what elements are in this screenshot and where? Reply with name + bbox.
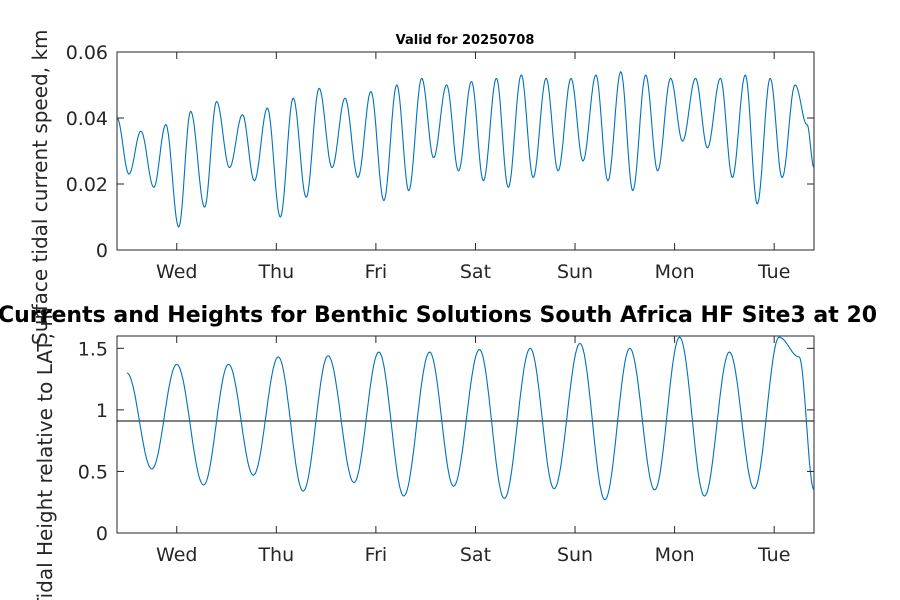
y-tick-label: 0.06 bbox=[66, 42, 108, 64]
x-tick-label: Fri bbox=[365, 544, 388, 566]
x-tick-label: Thu bbox=[257, 544, 294, 566]
y-tick-label: 0.02 bbox=[66, 174, 108, 196]
current-speed-line bbox=[116, 71, 815, 228]
tidal-height-axes bbox=[116, 335, 815, 534]
y-tick-label: 0.04 bbox=[66, 108, 108, 130]
figure-title: Valid for 20250708 bbox=[396, 33, 535, 48]
x-tick-label: Wed bbox=[156, 261, 197, 283]
current-speed-x-ticks: Wed Thu Fri Sat Sun Mon Tue bbox=[156, 52, 790, 283]
y-tick-label: 0.5 bbox=[78, 461, 108, 483]
x-tick-label: Sun bbox=[557, 544, 593, 566]
y-tick-label: 1.5 bbox=[78, 338, 108, 360]
tidal-height-y-label: Tidal Height relative to LAT, m bbox=[33, 307, 57, 600]
x-tick-label: Mon bbox=[655, 544, 695, 566]
current-speed-y-ticks: 0 0.02 0.04 0.06 bbox=[66, 42, 814, 262]
x-tick-label: Mon bbox=[655, 261, 695, 283]
y-tick-label: 0 bbox=[96, 523, 108, 545]
tidal-height-x-ticks: Wed Thu Fri Sat Sun Mon Tue bbox=[156, 336, 790, 566]
current-speed-y-label: Surface tidal current speed, km bbox=[28, 29, 52, 345]
x-tick-label: Sun bbox=[557, 261, 593, 283]
x-tick-label: Sat bbox=[460, 261, 491, 283]
tidal-height-y-ticks: 0 0.5 1 1.5 bbox=[78, 338, 814, 545]
x-tick-label: Tue bbox=[757, 261, 790, 283]
overlay-title: Currents and Heights for Benthic Solutio… bbox=[0, 303, 877, 328]
x-tick-label: Tue bbox=[757, 544, 790, 566]
x-tick-label: Fri bbox=[365, 261, 388, 283]
y-tick-label: 1 bbox=[96, 400, 108, 422]
x-tick-label: Sat bbox=[460, 544, 491, 566]
current-speed-axes bbox=[116, 51, 815, 251]
x-tick-label: Wed bbox=[156, 544, 197, 566]
y-tick-label: 0 bbox=[96, 240, 108, 262]
tidal-height-panel: 0 0.5 1 1.5 Wed Thu Fri Sat Sun Mon Tue Tidal Hei… bbox=[33, 307, 815, 600]
current-speed-panel: 0 0.02 0.04 0.06 Wed Thu Fri Sat Sun Mon Tue Vali… bbox=[28, 29, 815, 345]
tidal-height-line bbox=[126, 336, 815, 501]
x-tick-label: Thu bbox=[257, 261, 294, 283]
